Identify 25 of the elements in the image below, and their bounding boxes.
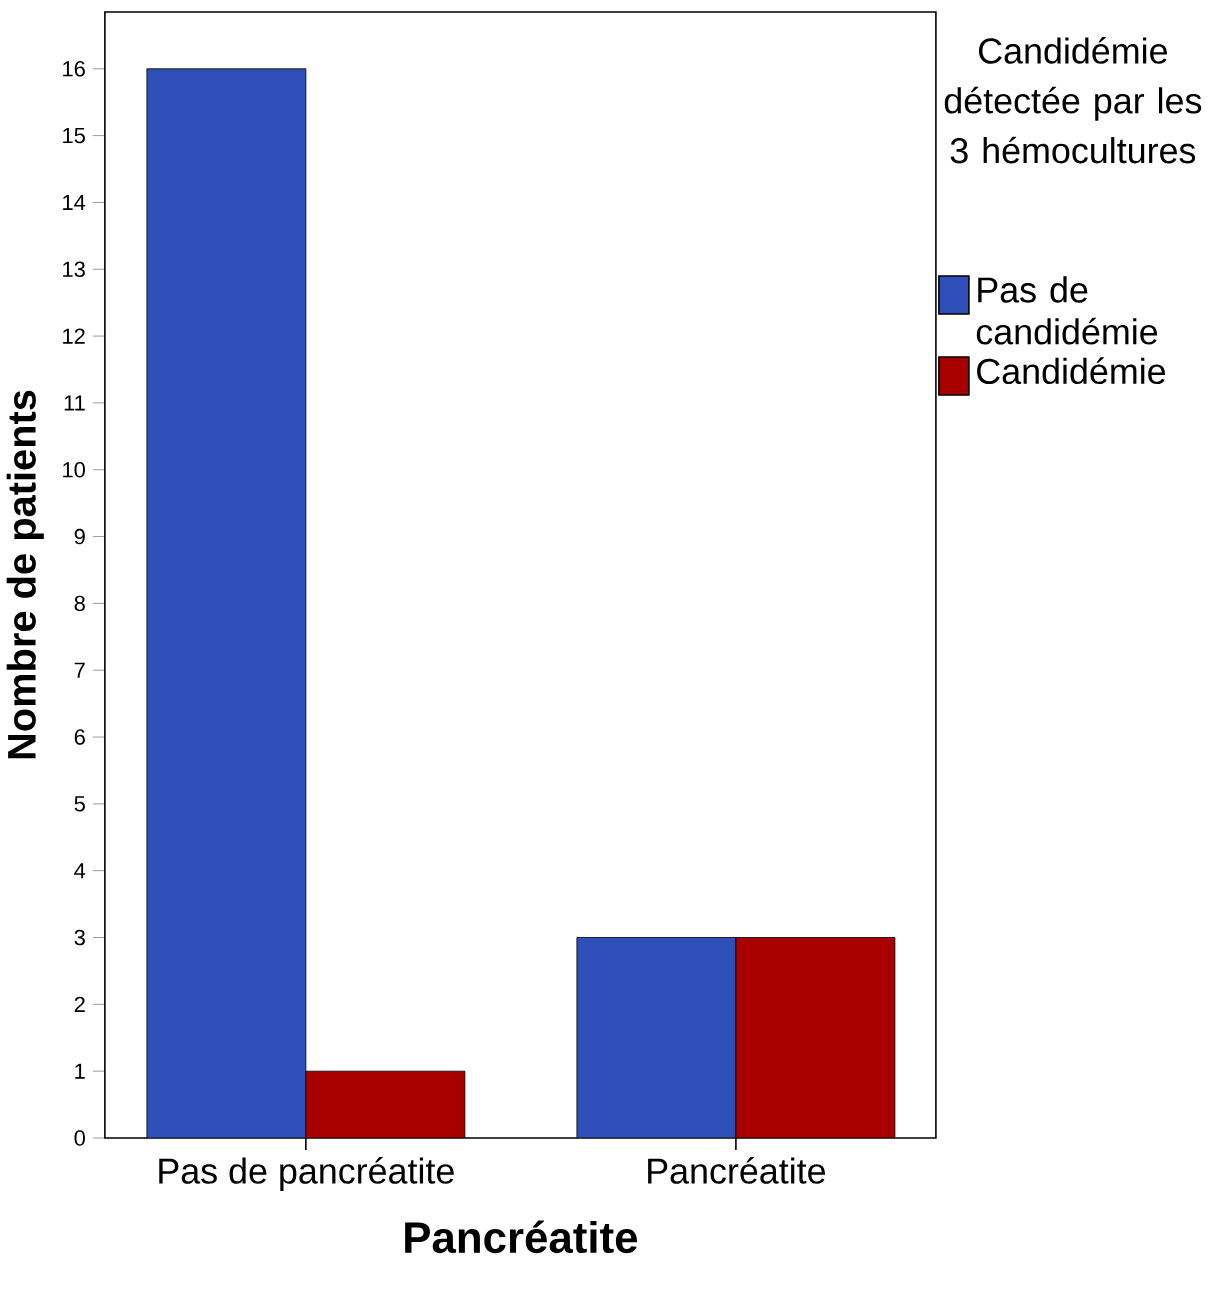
y-tick-label: 0: [74, 1130, 86, 1146]
x-tick-label: Pas de pancréatite: [159, 1157, 454, 1191]
y-tick-label: 7: [75, 662, 85, 678]
y-axis-title: Nombre de patients: [6, 390, 45, 759]
x-axis-title: Pancréatite: [405, 1220, 638, 1254]
y-tick-label: 9: [74, 528, 86, 545]
legend-label: Candidémie: [977, 357, 1166, 385]
bar: [576, 937, 737, 1138]
y-tick-label: 10: [63, 462, 86, 478]
y-tick-label: 12: [63, 328, 85, 344]
y-tick-label: 2: [74, 996, 85, 1012]
y-tick-label: 14: [63, 194, 86, 210]
y-tick-label: 4: [74, 863, 86, 879]
y-tick-label: 15: [63, 127, 86, 144]
y-tick-label: 6: [75, 729, 86, 745]
y-tick-label: 5: [74, 796, 86, 812]
y-tick-label: 13: [63, 261, 86, 278]
y-tick-label: 3: [74, 929, 86, 946]
legend-label: Pas de candidémie: [977, 276, 1158, 345]
y-tick-label: 11: [64, 395, 86, 411]
y-tick-label: 16: [63, 61, 86, 77]
y-tick-label: 1: [75, 1063, 86, 1079]
y-tick-label: 8: [74, 595, 86, 612]
legend-title: Candidémie détectée par les 3 hémocultures: [945, 37, 1202, 164]
bar: [146, 68, 307, 1138]
